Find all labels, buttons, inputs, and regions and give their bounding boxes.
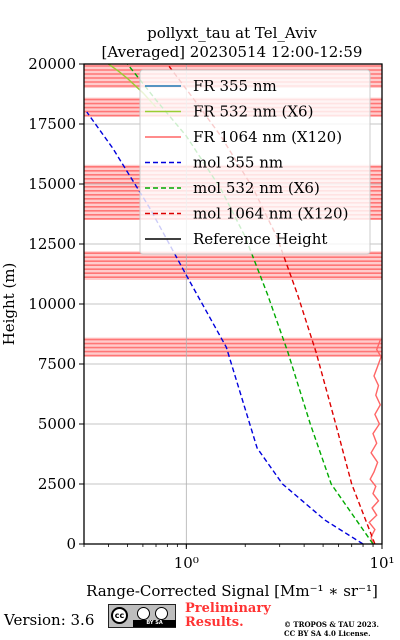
legend-label: mol 532 nm (X6) bbox=[193, 179, 320, 197]
sa-icon bbox=[155, 607, 168, 620]
by-icon bbox=[137, 607, 150, 620]
x-axis-ticks: 10⁰ 10¹ bbox=[83, 544, 395, 572]
x-tick-label: 10¹ bbox=[369, 554, 394, 572]
copyright-notice: © TROPOS & TAU 2023. CC BY SA 4.0 Licens… bbox=[284, 620, 379, 638]
cc-license-badge: cc BY SA bbox=[108, 604, 176, 628]
copyright-line2: CC BY SA 4.0 License. bbox=[284, 629, 371, 638]
chart-title-line2: [Averaged] 20230514 12:00-12:59 bbox=[102, 43, 363, 61]
copyright-line1: © TROPOS & TAU 2023. bbox=[284, 620, 379, 629]
preliminary-notice: Preliminary Results. bbox=[185, 602, 271, 630]
cc-icon: cc bbox=[111, 607, 128, 624]
y-tick-label: 10000 bbox=[28, 295, 76, 313]
y-tick-label: 15000 bbox=[28, 175, 76, 193]
chart-title-line1: pollyxt_tau at Tel_Aviv bbox=[147, 24, 317, 42]
y-tick-label: 12500 bbox=[28, 235, 76, 253]
legend-label: FR 355 nm bbox=[193, 77, 277, 95]
y-tick-label: 5000 bbox=[38, 415, 76, 433]
cc-badge-text: BY SA bbox=[133, 620, 176, 627]
preliminary-line1: Preliminary bbox=[185, 601, 271, 616]
legend-label: FR 532 nm (X6) bbox=[193, 103, 313, 121]
x-tick-label: 10⁰ bbox=[174, 554, 199, 572]
legend-label: mol 355 nm bbox=[193, 154, 283, 172]
y-tick-label: 20000 bbox=[28, 55, 76, 73]
legend: FR 355 nm FR 532 nm (X6) FR 1064 nm (X120)… bbox=[139, 69, 371, 255]
y-tick-label: 2500 bbox=[38, 475, 76, 493]
series-line-mol-355-nm bbox=[86, 111, 364, 545]
legend-box bbox=[139, 69, 371, 255]
y-axis-ticks: 0 2500 5000 7500 10000 12500 15000 17500 20000 bbox=[28, 55, 84, 553]
y-tick-label: 17500 bbox=[28, 115, 76, 133]
preliminary-line2: Results. bbox=[185, 615, 244, 630]
legend-label: FR 1064 nm (X120) bbox=[193, 128, 342, 146]
legend-label: mol 1064 nm (X120) bbox=[193, 205, 348, 223]
version-label: Version: 3.6 bbox=[4, 611, 95, 629]
series-line-fr-1064-nm-x120- bbox=[368, 339, 382, 545]
y-tick-label: 0 bbox=[66, 535, 76, 553]
y-tick-label: 7500 bbox=[38, 355, 76, 373]
y-axis-label: Height (m) bbox=[0, 263, 18, 346]
legend-label: Reference Height bbox=[193, 230, 327, 248]
x-axis-label: Range-Corrected Signal [Mm⁻¹ ∗ sr⁻¹] bbox=[86, 582, 378, 600]
